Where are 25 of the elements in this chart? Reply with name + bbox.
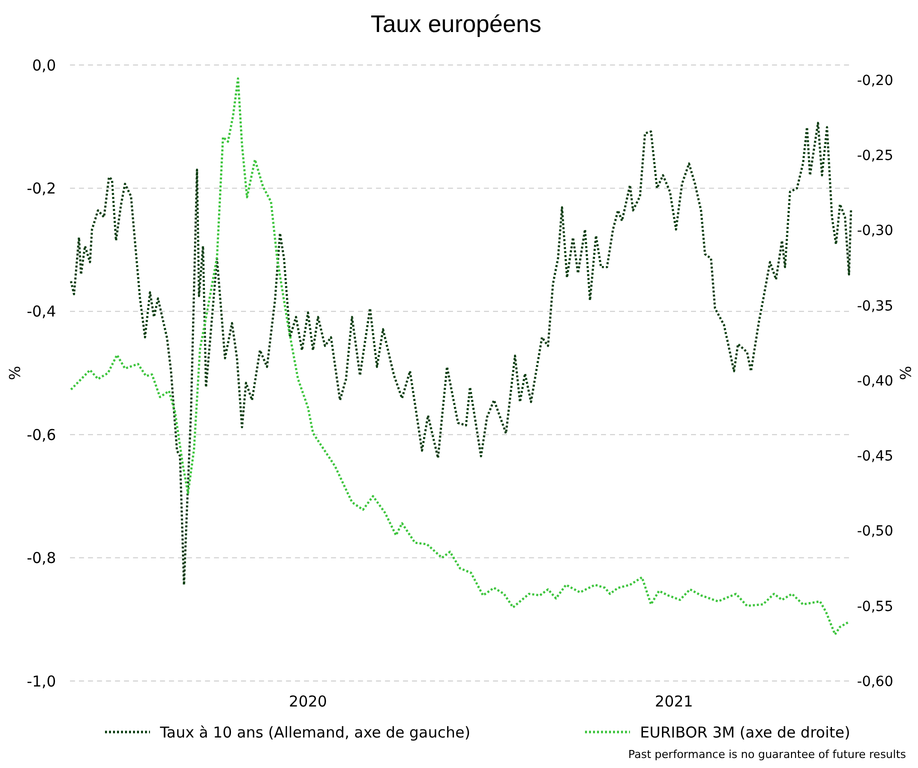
y-tick-label: -0,8 bbox=[26, 549, 56, 568]
y2-tick-label: -0,35 bbox=[857, 298, 894, 314]
legend-label: Taux à 10 ans (Allemand, axe de gauche) bbox=[159, 723, 470, 742]
line-series bbox=[70, 122, 852, 586]
x-tick-label: 2020 bbox=[288, 692, 328, 710]
y-tick-label: -0,2 bbox=[26, 179, 56, 198]
y2-tick-label: -0,30 bbox=[857, 223, 894, 240]
y-axis-title: % bbox=[6, 366, 24, 380]
y2-tick-label: -0,55 bbox=[857, 598, 894, 615]
y2-tick-label: -0,25 bbox=[857, 148, 894, 164]
y2-tick-label: -0,45 bbox=[857, 448, 894, 465]
x-tick-label: 2021 bbox=[654, 692, 694, 710]
y-tick-label: -1,0 bbox=[26, 672, 56, 690]
text: Past performance is no guarantee of future results bbox=[628, 748, 906, 761]
y-tick-label: -0,6 bbox=[26, 426, 56, 444]
y-tick-label: 0,0 bbox=[32, 56, 56, 74]
y2-tick-label: -0,40 bbox=[857, 373, 894, 390]
y2-tick-label: -0,60 bbox=[857, 674, 894, 690]
legend-label: EURIBOR 3M (axe de droite) bbox=[640, 723, 850, 742]
y2-axis-title: % bbox=[896, 366, 914, 380]
y-tick-label: -0,4 bbox=[26, 302, 56, 321]
line-series bbox=[70, 77, 850, 636]
chart-title: Taux européens bbox=[370, 11, 542, 38]
y2-tick-label: -0,20 bbox=[857, 72, 894, 89]
y2-tick-label: -0,50 bbox=[857, 524, 894, 540]
